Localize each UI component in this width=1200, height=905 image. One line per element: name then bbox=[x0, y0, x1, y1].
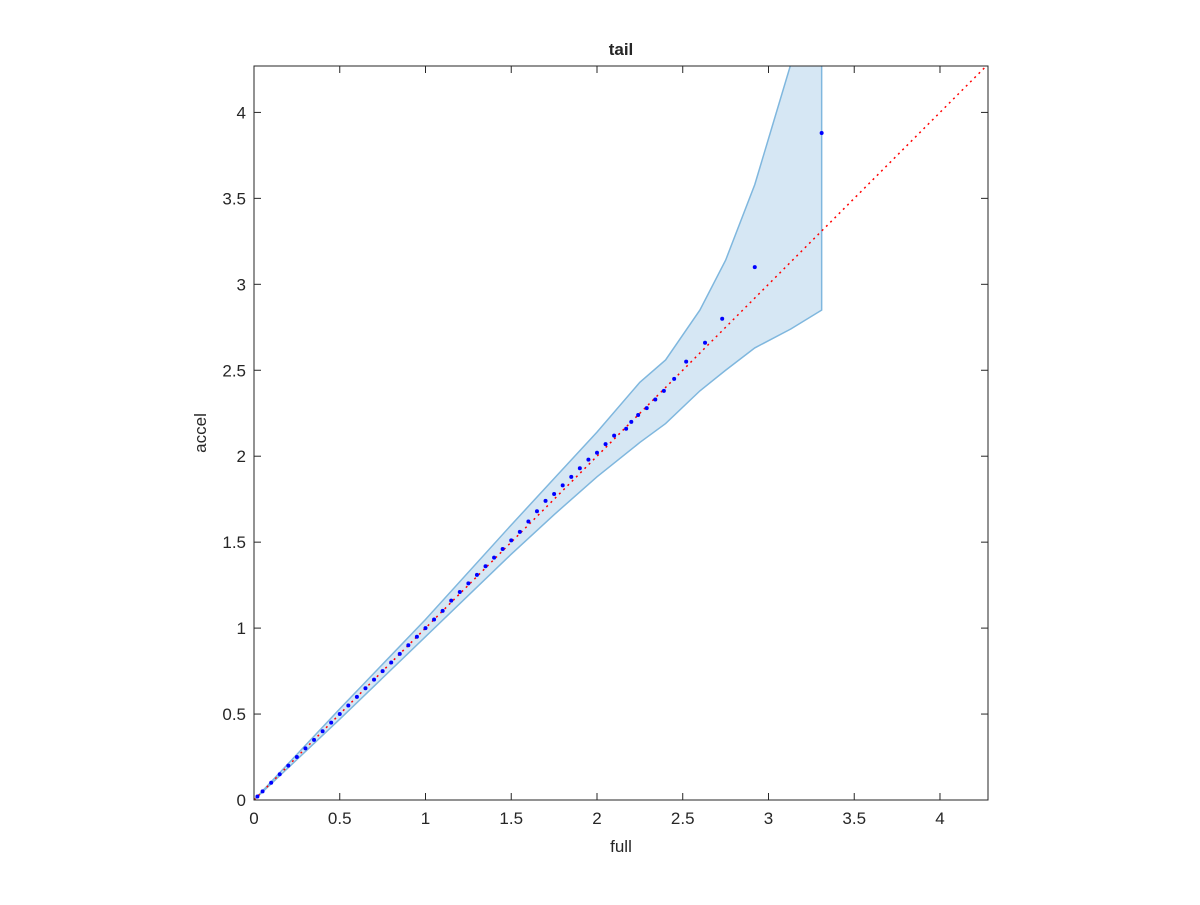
data-point bbox=[594, 450, 599, 455]
data-point bbox=[286, 763, 291, 768]
data-point bbox=[389, 660, 394, 665]
data-point bbox=[303, 746, 308, 751]
data-point bbox=[440, 608, 445, 613]
data-point bbox=[517, 529, 522, 534]
data-point bbox=[624, 426, 629, 431]
data-point bbox=[483, 564, 488, 569]
x-tick-label: 1 bbox=[421, 809, 430, 828]
y-axis-label: accel bbox=[191, 413, 210, 453]
data-point bbox=[569, 474, 574, 479]
data-point bbox=[397, 651, 402, 656]
x-tick-label: 1.5 bbox=[499, 809, 523, 828]
x-tick-label: 4 bbox=[935, 809, 944, 828]
data-point bbox=[636, 412, 641, 417]
y-tick-label: 3.5 bbox=[222, 189, 246, 208]
chart-title: tail bbox=[609, 40, 634, 59]
data-point bbox=[612, 433, 617, 438]
data-point bbox=[363, 686, 368, 691]
data-point bbox=[380, 669, 385, 674]
x-tick-label: 3 bbox=[764, 809, 773, 828]
data-point bbox=[560, 483, 565, 488]
data-point bbox=[294, 755, 299, 760]
data-point bbox=[684, 359, 689, 364]
data-point bbox=[526, 519, 531, 524]
data-point bbox=[255, 794, 260, 799]
data-point bbox=[720, 316, 725, 321]
x-tick-label: 3.5 bbox=[842, 809, 866, 828]
data-point bbox=[552, 492, 557, 497]
x-tick-label: 0 bbox=[249, 809, 258, 828]
y-tick-label: 1 bbox=[237, 619, 246, 638]
data-point bbox=[653, 397, 658, 402]
x-tick-label: 2.5 bbox=[671, 809, 695, 828]
data-point bbox=[277, 772, 282, 777]
data-point bbox=[354, 694, 359, 699]
data-point bbox=[466, 581, 471, 586]
x-tick-label: 0.5 bbox=[328, 809, 352, 828]
data-point bbox=[337, 712, 342, 717]
data-point bbox=[260, 789, 265, 794]
data-point bbox=[457, 590, 462, 595]
data-point bbox=[672, 376, 677, 381]
data-point bbox=[819, 131, 824, 136]
data-point bbox=[449, 598, 454, 603]
y-tick-label: 0 bbox=[237, 791, 246, 810]
data-point bbox=[406, 643, 411, 648]
x-tick-label: 2 bbox=[592, 809, 601, 828]
data-point bbox=[320, 729, 325, 734]
data-point bbox=[423, 626, 428, 631]
data-point bbox=[577, 466, 582, 471]
x-axis-label: full bbox=[610, 837, 632, 856]
data-point bbox=[509, 538, 514, 543]
data-point bbox=[312, 737, 317, 742]
y-tick-label: 2.5 bbox=[222, 361, 246, 380]
data-point bbox=[372, 677, 377, 682]
data-point bbox=[586, 457, 591, 462]
data-point bbox=[644, 406, 649, 411]
data-point bbox=[329, 720, 334, 725]
data-point bbox=[543, 498, 548, 503]
data-point bbox=[492, 555, 497, 560]
axes-box bbox=[253, 65, 989, 801]
y-tick-label: 1.5 bbox=[222, 533, 246, 552]
data-point bbox=[414, 634, 419, 639]
y-tick-label: 3 bbox=[237, 275, 246, 294]
data-point bbox=[752, 265, 757, 270]
data-point bbox=[346, 703, 351, 708]
data-point bbox=[500, 547, 505, 552]
y-tick-label: 2 bbox=[237, 447, 246, 466]
data-point bbox=[603, 442, 608, 447]
data-point bbox=[534, 509, 539, 514]
data-point bbox=[474, 572, 479, 577]
data-point bbox=[703, 340, 708, 345]
plot-area bbox=[254, 66, 988, 800]
data-point bbox=[432, 617, 437, 622]
data-point bbox=[629, 419, 634, 424]
y-tick-label: 4 bbox=[237, 103, 246, 122]
data-point bbox=[661, 388, 666, 393]
y-tick-label: 0.5 bbox=[222, 705, 246, 724]
data-point bbox=[269, 780, 274, 785]
